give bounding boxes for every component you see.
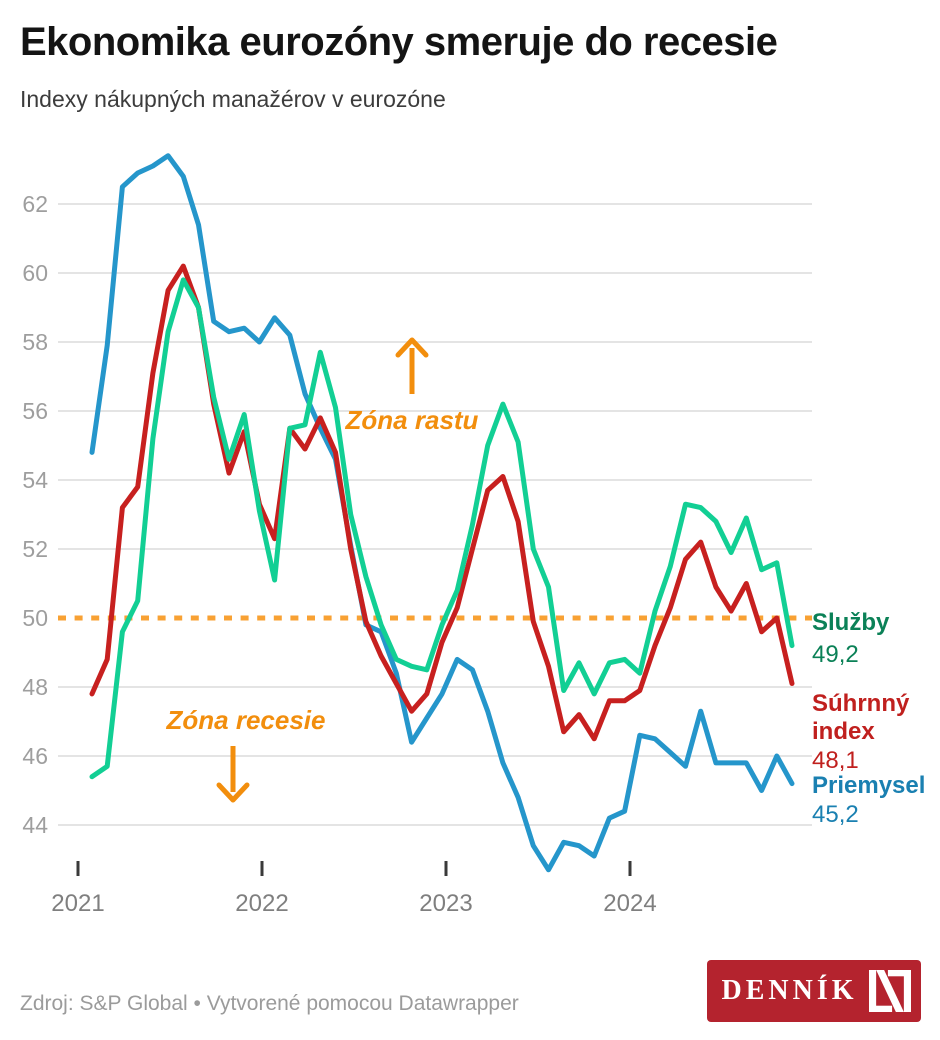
x-axis-label-2021: 2021 [51,890,104,917]
x-axis-label-2024: 2024 [603,890,656,917]
growth-zone-label: Zóna rastu [345,405,479,435]
x-axis-label-2022: 2022 [235,890,288,917]
y-axis-label-62: 62 [22,191,48,217]
logo-wordmark: DENNÍK [721,975,858,1006]
recession-zone-down-arrow-icon-head [216,782,250,803]
y-axis-label-50: 50 [22,605,48,631]
legend-services-value: 49,2 [812,641,859,668]
y-axis-label-44: 44 [22,812,48,838]
y-axis-label-60: 60 [22,260,48,286]
source-note: Zdroj: S&P Global • Vytvorené pomocou Da… [20,992,519,1015]
y-axis-label-54: 54 [22,467,48,493]
y-axis-label-58: 58 [22,329,48,355]
line-priemysel [89,153,795,873]
page-title: Ekonomika eurozóny smeruje do recesie [20,20,778,64]
legend-composite-label: Súhrnný index [812,690,910,745]
legend-industry-value: 45,2 [812,801,859,828]
legend-services-label: Služby [812,609,890,636]
line-sluzby [89,277,795,780]
dennik-n-logo: DENNÍK [707,960,921,1022]
y-axis-label-56: 56 [22,398,48,424]
y-axis-label-48: 48 [22,674,48,700]
dennik-n-mark-icon [868,970,911,1012]
page-subtitle: Indexy nákupných manažérov v eurozóne [20,86,446,112]
legend-industry-label: Priemysel [812,772,926,799]
y-axis-label-46: 46 [22,743,48,769]
recession-zone-label: Zóna recesie [166,705,326,735]
legend-composite-value: 48,1 [812,747,859,774]
growth-zone-up-arrow-icon-head [395,337,429,358]
y-axis-label-52: 52 [22,536,48,562]
x-axis-label-2023: 2023 [419,890,472,917]
